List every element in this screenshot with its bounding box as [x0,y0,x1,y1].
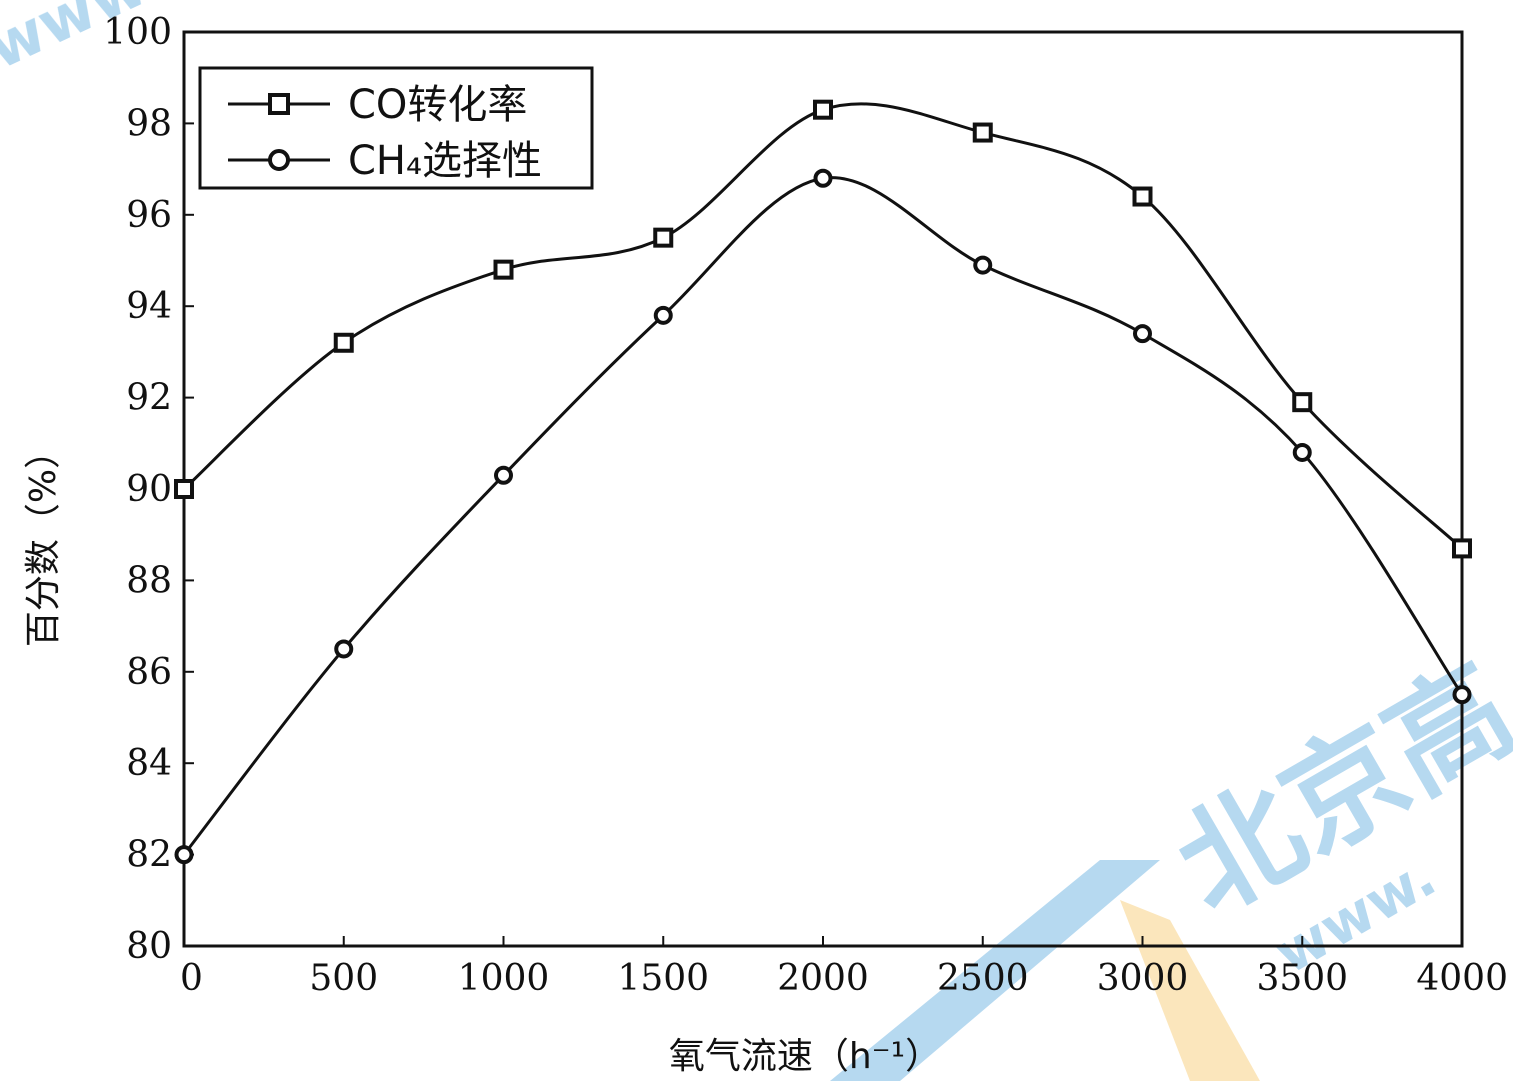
data-point-co [1452,538,1472,559]
data-point-co [1292,392,1313,413]
legend-label-ch4: CH₄选择性 [348,138,542,184]
x-tick-label: 2500 [937,958,1029,999]
data-point-co [653,227,674,248]
y-tick-label: 80 [126,926,172,967]
data-point-ch4 [334,639,354,659]
series-layer [174,99,1472,865]
data-point-co [1132,186,1153,207]
x-tick-label: 500 [309,958,378,999]
x-tick-label: 1000 [458,958,550,999]
y-tick-label: 90 [126,469,172,510]
data-point-ch4 [174,845,194,865]
x-tick-label: 4000 [1416,958,1508,999]
x-tick-label: 3000 [1097,958,1189,999]
y-tick-label: 82 [126,835,172,876]
data-point-ch4 [973,255,993,275]
data-point-co [333,332,354,353]
x-tick-label: 2000 [777,958,869,999]
x-tick-label: 3500 [1256,958,1348,999]
y-tick-label: 100 [103,12,172,53]
y-tick-label: 92 [126,378,172,419]
data-point-ch4 [494,465,513,485]
y-axis: 80 82 84 86 88 90 92 94 96 98 100 [103,12,194,967]
y-tick-label: 84 [126,743,172,784]
legend-label-co: CO转化率 [348,82,527,128]
data-point-co [972,122,993,143]
data-point-ch4 [653,305,673,325]
watermark-blue-shape [830,860,1160,1081]
data-point-co [174,479,194,499]
data-point-ch4 [813,168,833,188]
legend-marker-circle [268,149,290,171]
x-tick-label: 0 [180,958,203,999]
x-tick-label: 1500 [617,958,709,999]
x-axis: 0 500 1000 1500 2000 2500 3000 3500 4000 [180,936,1508,999]
y-tick-label: 94 [126,286,172,327]
y-tick-label: 86 [126,652,172,693]
y-axis-title: 百分数（%） [23,433,64,647]
data-point-ch4 [1292,442,1312,462]
y-tick-label: 88 [126,560,172,601]
data-point-ch4 [1133,324,1152,344]
data-point-co [813,99,833,120]
y-tick-label: 96 [126,195,172,236]
data-point-ch4 [1452,685,1472,705]
legend: CO转化率 CH₄选择性 [198,66,594,190]
legend-marker-square [268,93,290,115]
data-point-co [493,259,514,280]
y-tick-label: 98 [126,103,172,144]
legend-box [198,66,594,190]
x-axis-title: 氧气流速（h⁻¹） [669,1036,941,1077]
